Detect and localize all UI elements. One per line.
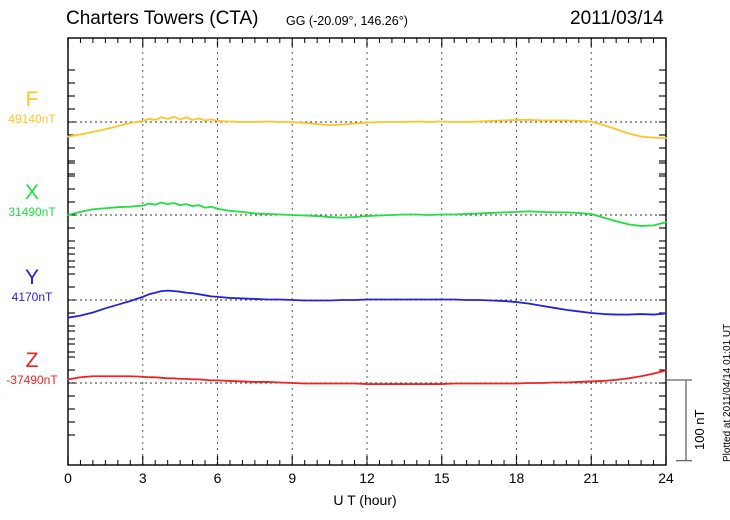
x-tick-15: 15 [433, 470, 450, 486]
trace-x [67, 201, 667, 227]
x-tick-18: 18 [508, 470, 525, 486]
trace-f [67, 115, 667, 140]
trace-symbol-x: X [24, 181, 39, 204]
trace-symbol-y: Y [24, 266, 39, 289]
x-axis-title: U T (hour) [333, 492, 397, 508]
trace-label-x: X 31490nT [0, 182, 64, 218]
x-tick-9: 9 [288, 470, 297, 486]
station-name: Charters Towers (CTA) [66, 8, 259, 29]
x-tick-21: 21 [583, 470, 600, 486]
trace-symbol-f: F [25, 88, 39, 111]
plot-date: 2011/03/14 [570, 8, 664, 29]
trace-baseline-z: -37490nT [6, 373, 58, 387]
geographic-coordinates: GG (-20.09°, 146.26°) [286, 14, 408, 28]
trace-baseline-y: 4170nT [11, 290, 53, 304]
scale-bar-label: 100 nT [692, 409, 707, 450]
trace-baseline-x: 31490nT [8, 205, 56, 219]
x-tick-0: 0 [64, 470, 72, 486]
trace-y [67, 289, 667, 319]
trace-baseline-f: 49140nT [8, 112, 56, 126]
trace-label-y: Y 4170nT [0, 267, 64, 303]
trace-label-z: Z -37490nT [0, 350, 64, 386]
x-tick-3: 3 [138, 470, 147, 486]
x-tick-6: 6 [213, 470, 222, 486]
x-tick-12: 12 [359, 470, 375, 486]
plotted-at-timestamp: Plotted at 2011/04/14 01:01 UT [722, 323, 730, 462]
trace-symbol-z: Z [25, 349, 39, 372]
x-tick-24: 24 [658, 470, 674, 486]
trace-z [67, 369, 667, 385]
trace-label-f: F 49140nT [0, 89, 64, 125]
